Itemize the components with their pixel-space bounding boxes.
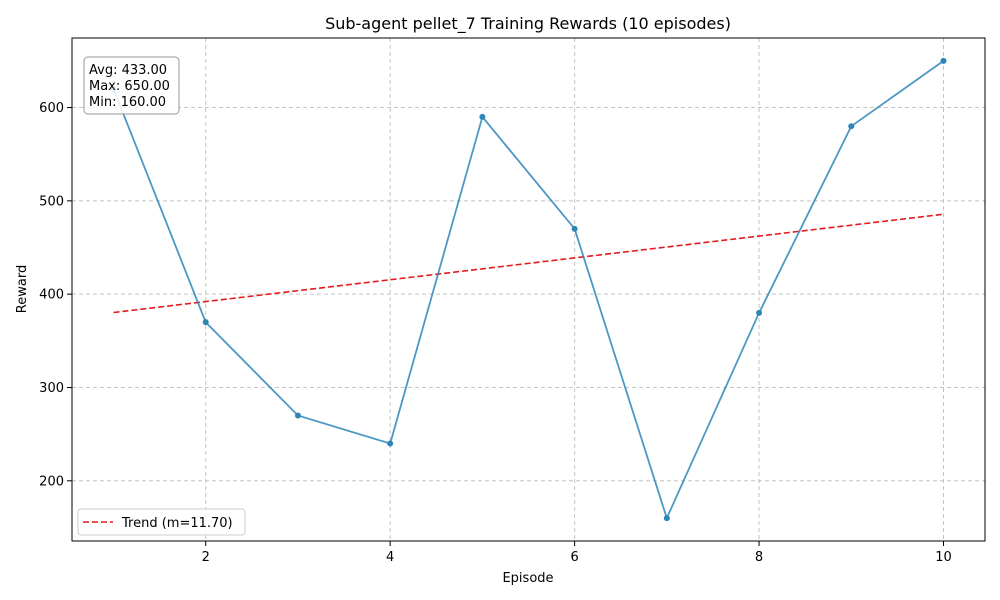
legend-trend-label: Trend (m=11.70): [121, 516, 233, 531]
plot-frame: [71, 37, 986, 542]
stats-box-frame: [83, 56, 180, 115]
reward-point: [756, 309, 763, 316]
y-tick-label: 300: [39, 381, 64, 396]
reward-point: [940, 57, 947, 64]
trend-line: [113, 213, 944, 314]
reward-point: [294, 412, 301, 419]
stats-box: Avg: 433.00 Max: 650.00 Min: 160.00: [83, 56, 180, 115]
x-tick-label: 2: [202, 550, 210, 565]
chart-title: Sub-agent pellet_7 Training Rewards (10 …: [325, 14, 731, 34]
x-tick-label: 4: [386, 550, 394, 565]
legend: Trend (m=11.70): [77, 508, 246, 536]
x-tick-label: 10: [935, 550, 952, 565]
y-tick-label: 500: [39, 194, 64, 209]
y-tick-label: 600: [39, 101, 64, 116]
y-axis: 200 300 400 500 600: [39, 101, 72, 489]
x-axis-label: Episode: [502, 571, 553, 586]
y-tick-label: 400: [39, 288, 64, 303]
grid: [72, 38, 985, 541]
legend-frame: [77, 508, 246, 536]
reward-point: [387, 440, 394, 447]
y-axis-label: Reward: [15, 265, 30, 313]
y-tick-label: 200: [39, 474, 64, 489]
x-axis: 2 4 6 8 10: [202, 541, 952, 565]
stats-max: Max: 650.00: [89, 79, 170, 94]
reward-point: [571, 225, 578, 232]
reward-point: [202, 319, 209, 326]
reward-point: [663, 515, 670, 522]
reward-point: [848, 123, 855, 130]
stats-avg: Avg: 433.00: [89, 63, 167, 78]
stats-min: Min: 160.00: [89, 95, 166, 110]
reward-point: [479, 113, 486, 120]
x-tick-label: 8: [755, 550, 763, 565]
x-tick-label: 6: [570, 550, 578, 565]
plot-area: [110, 57, 947, 522]
reward-line: [112, 60, 945, 521]
